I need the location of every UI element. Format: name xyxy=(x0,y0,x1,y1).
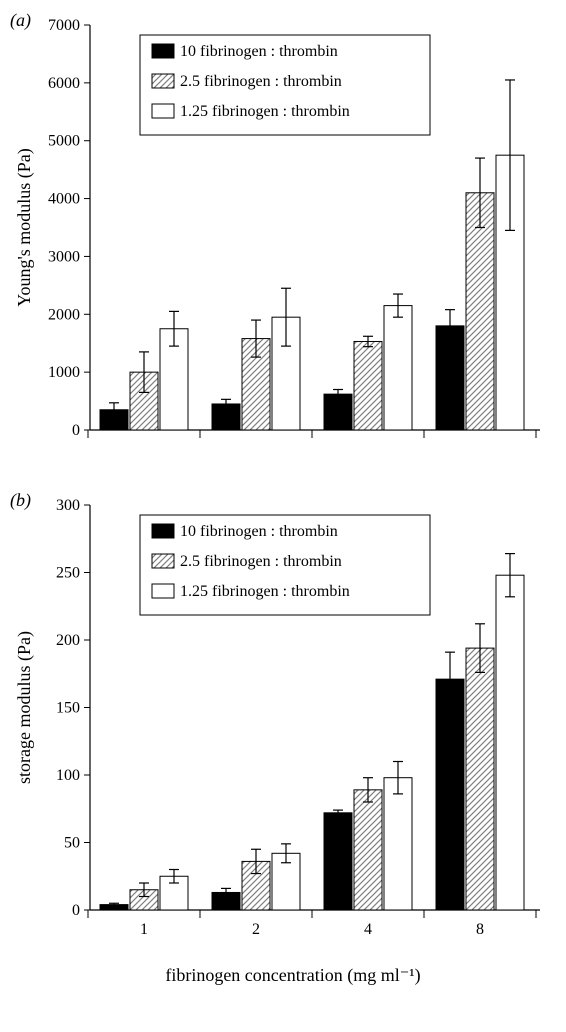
svg-text:50: 50 xyxy=(64,835,80,852)
svg-text:200: 200 xyxy=(56,632,80,649)
svg-text:8: 8 xyxy=(476,921,484,938)
svg-text:5000: 5000 xyxy=(48,133,80,150)
svg-text:3000: 3000 xyxy=(48,248,80,265)
svg-text:storage modulus (Pa): storage modulus (Pa) xyxy=(14,631,35,784)
svg-text:2000: 2000 xyxy=(48,306,80,323)
svg-text:10 fibrinogen : thrombin: 10 fibrinogen : thrombin xyxy=(180,523,338,540)
svg-text:2.5 fibrinogen : thrombin: 2.5 fibrinogen : thrombin xyxy=(180,553,342,570)
svg-text:6000: 6000 xyxy=(48,75,80,92)
svg-text:1: 1 xyxy=(140,921,148,938)
svg-text:300: 300 xyxy=(56,497,80,514)
panel-b-container: (b) 0 50 100 150 200 250 300 storage modulus (P… xyxy=(10,490,566,950)
svg-text:1.25 fibrinogen : thrombin: 1.25 fibrinogen : thrombin xyxy=(180,583,350,600)
svg-text:100: 100 xyxy=(56,767,80,784)
chart-b: 0 50 100 150 200 250 300 storage modulus (Pa) 1 2… xyxy=(10,490,550,950)
svg-text:1000: 1000 xyxy=(48,364,80,381)
svg-text:2.5 fibrinogen : thrombin: 2.5 fibrinogen : thrombin xyxy=(180,73,342,90)
svg-text:10 fibrinogen : thrombin: 10 fibrinogen : thrombin xyxy=(180,43,338,60)
svg-text:2: 2 xyxy=(252,921,260,938)
svg-text:4: 4 xyxy=(364,921,372,938)
panel-a-container: (a) 0 1000 2000 3000 4000 5000 6000 7000 Young's… xyxy=(10,10,566,470)
chart-a: 0 1000 2000 3000 4000 5000 6000 7000 Young's mod… xyxy=(10,10,550,470)
svg-text:150: 150 xyxy=(56,700,80,717)
xaxis-label: fibrinogen concentration (mg ml⁻¹) xyxy=(10,965,566,986)
svg-text:1.25 fibrinogen : thrombin: 1.25 fibrinogen : thrombin xyxy=(180,103,350,120)
svg-text:0: 0 xyxy=(72,422,80,439)
svg-text:250: 250 xyxy=(56,565,80,582)
svg-text:4000: 4000 xyxy=(48,191,80,208)
panel-a-label: (a) xyxy=(10,10,31,31)
svg-text:Young's modulus (Pa): Young's modulus (Pa) xyxy=(14,148,35,306)
svg-text:7000: 7000 xyxy=(48,17,80,34)
panel-b-label: (b) xyxy=(10,490,31,511)
svg-text:0: 0 xyxy=(72,902,80,919)
